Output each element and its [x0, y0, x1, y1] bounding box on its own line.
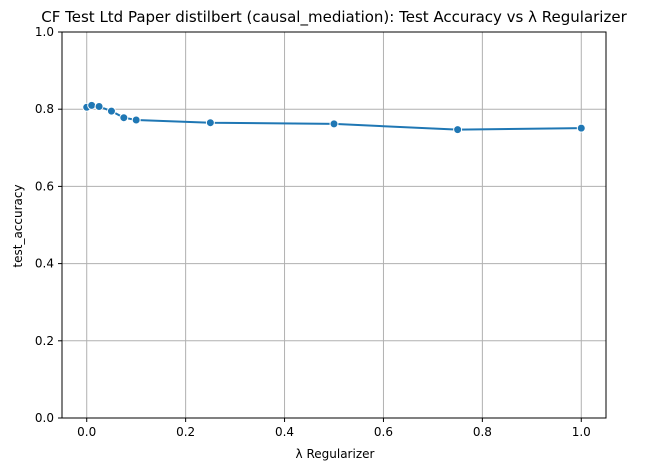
grid	[62, 31, 606, 419]
chart-title: CF Test Ltd Paper distilbert (causal_med…	[41, 8, 627, 27]
x-tick-label: 0.2	[176, 425, 195, 439]
data-point	[453, 125, 463, 135]
x-axis-label: λ Regularizer	[296, 447, 375, 461]
y-tick-label: 0.6	[35, 179, 54, 193]
data-point	[576, 123, 586, 133]
axes	[58, 31, 607, 422]
y-tick-label: 0.0	[35, 411, 54, 425]
data-point	[94, 101, 104, 111]
data-point	[119, 113, 129, 123]
series-group	[82, 100, 586, 135]
x-tick-label: 0.4	[275, 425, 294, 439]
data-point	[87, 100, 97, 110]
series-layer	[82, 100, 586, 135]
data-point	[131, 115, 141, 125]
y-tick-label: 0.2	[35, 334, 54, 348]
x-tick-label: 1.0	[572, 425, 591, 439]
x-tick-label: 0.8	[473, 425, 492, 439]
x-tick-label: 0.0	[77, 425, 96, 439]
tick-labels: 0.0 0.2 0.4 0.6 0.8 1.0 0.0 0.2 0.4 0.6 0.8 1.0	[35, 25, 591, 439]
plot-frame	[61, 31, 607, 419]
data-point	[205, 118, 215, 128]
y-axis-label: test_accuracy	[11, 184, 25, 267]
y-tick-label: 0.4	[35, 257, 54, 271]
data-point	[106, 106, 116, 116]
y-tick-label: 1.0	[35, 25, 54, 39]
y-tick-label: 0.8	[35, 102, 54, 116]
data-point	[329, 119, 339, 129]
x-tick-label: 0.6	[374, 425, 393, 439]
